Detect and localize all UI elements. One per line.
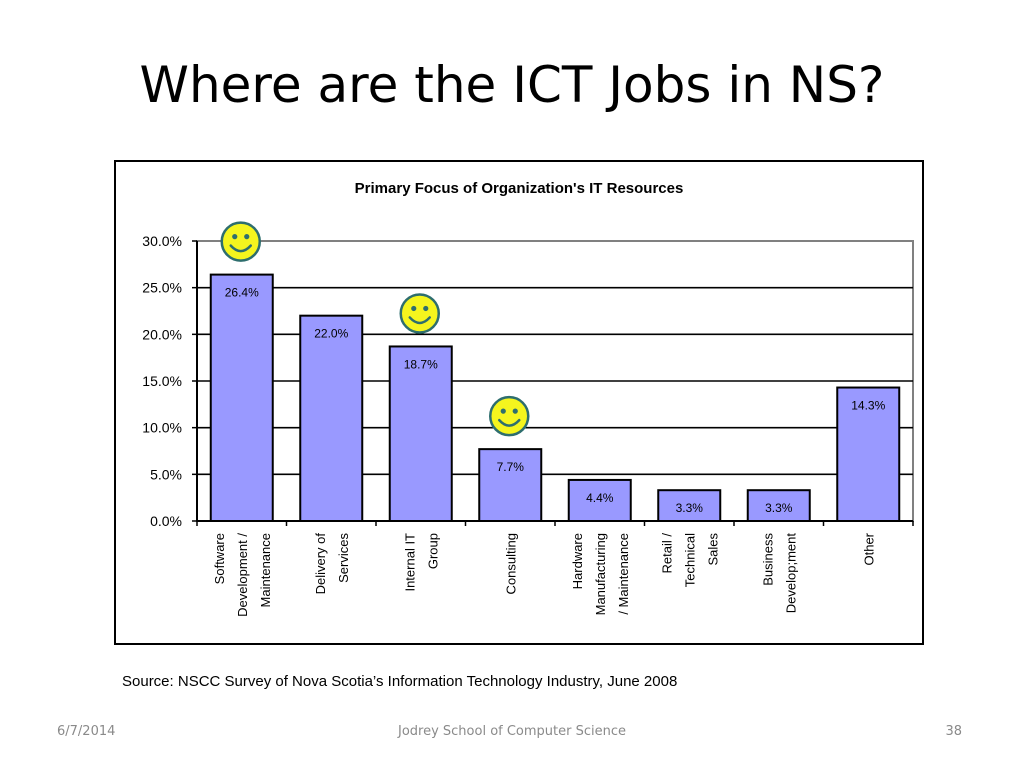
category-label: Retail /: [659, 533, 674, 574]
data-label: 3.3%: [676, 501, 704, 515]
bar: [836, 386, 901, 522]
slide-title: Where are the ICT Jobs in NS?: [139, 56, 885, 114]
bar: [657, 489, 722, 523]
category-label: Development /: [235, 533, 250, 617]
data-label: 3.3%: [765, 501, 793, 515]
bar: [746, 489, 811, 523]
y-tick-label: 20.0%: [142, 326, 182, 342]
bar: [567, 478, 632, 522]
data-label: 7.7%: [497, 460, 525, 474]
bar: [478, 448, 543, 522]
page-number: 38: [945, 724, 962, 739]
category-label: Business: [760, 533, 775, 586]
category-label: Internal IT: [402, 533, 417, 592]
data-label: 14.3%: [851, 399, 885, 413]
chart-title: Primary Focus of Organization's IT Resou…: [355, 180, 684, 197]
smiley-icon: [220, 221, 261, 262]
data-label: 22.0%: [314, 327, 348, 341]
smiley-icon: [399, 293, 440, 334]
category-label: Hardware: [570, 533, 585, 589]
footer-text: Jodrey School of Computer Science: [397, 724, 627, 739]
bar: [209, 273, 274, 522]
category-label: / Maintenance: [616, 533, 631, 615]
y-tick-label: 25.0%: [142, 280, 182, 296]
category-label: Sales: [705, 533, 720, 566]
y-tick-label: 30.0%: [142, 233, 182, 249]
category-label: Software: [212, 533, 227, 584]
data-label: 26.4%: [225, 286, 259, 300]
y-tick-label: 0.0%: [150, 513, 182, 529]
data-label: 4.4%: [586, 491, 614, 505]
category-label: Develop;ment: [783, 533, 798, 614]
category-label: Manufacturing: [593, 533, 608, 615]
data-label: 18.7%: [404, 357, 438, 371]
smiley-icon: [489, 395, 530, 437]
source-note: Source: NSCC Survey of Nova Scotia’s Inf…: [122, 673, 678, 690]
bar-chart: Primary Focus of Organization's IT Resou…: [142, 180, 914, 617]
category-label: Services: [336, 533, 351, 583]
y-tick-label: 5.0%: [150, 466, 182, 482]
bar: [388, 345, 453, 522]
category-label: Other: [861, 532, 876, 565]
category-label: Technical: [682, 533, 697, 587]
category-label: Consulting: [503, 533, 518, 594]
y-tick-label: 10.0%: [142, 420, 182, 436]
footer-date: 6/7/2014: [57, 724, 116, 739]
category-label: Maintenance: [258, 533, 273, 607]
y-tick-label: 15.0%: [142, 373, 182, 389]
bar: [299, 314, 364, 522]
category-label: Group: [425, 533, 440, 569]
category-label: Delivery of: [313, 533, 328, 595]
